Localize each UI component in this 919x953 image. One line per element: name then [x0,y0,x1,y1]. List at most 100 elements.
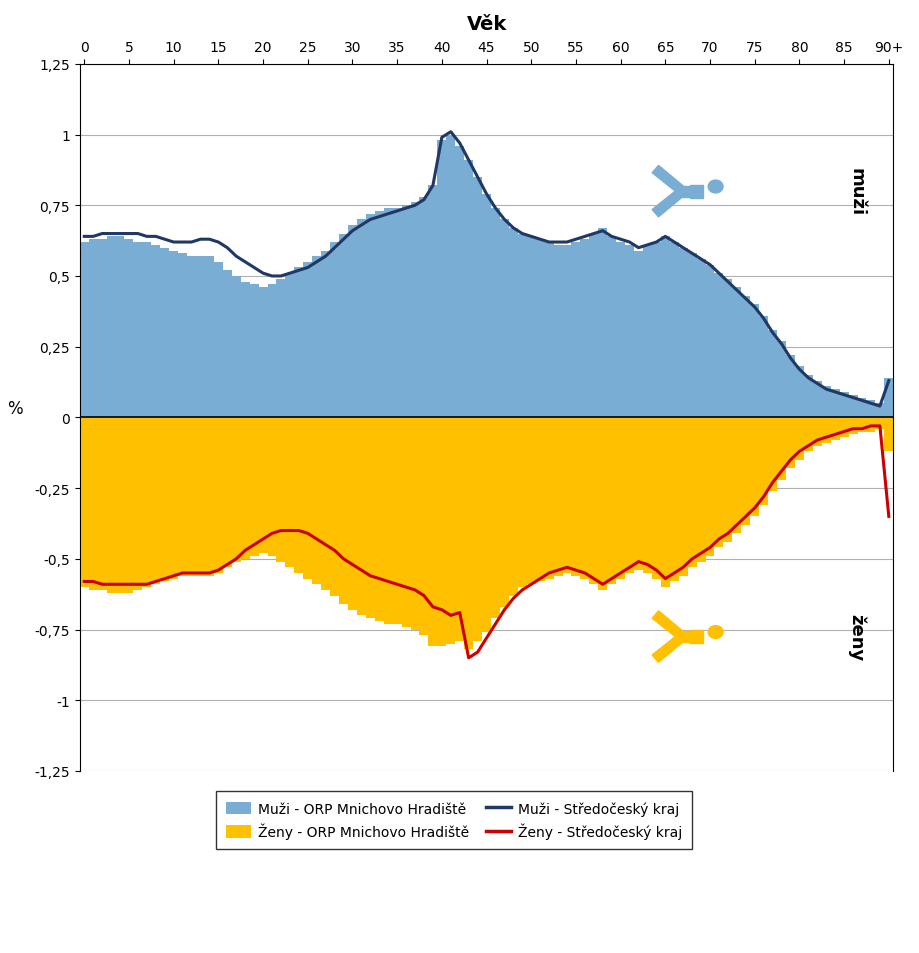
Bar [848,418,857,435]
Bar [187,257,196,418]
Text: muži: muži [847,168,866,216]
Bar [357,418,366,616]
Bar [562,418,572,574]
Bar [536,240,545,418]
Bar [562,246,572,418]
Bar [670,243,679,418]
Bar [867,401,876,418]
Bar [402,418,411,627]
Bar [509,418,517,596]
Bar [848,395,857,418]
Bar [812,381,822,418]
Bar [581,418,589,579]
Legend: Muži - ORP Mnichovo Hradiště, Ženy - ORP Mnichovo Hradiště, Muži - Středočeský k: Muži - ORP Mnichovo Hradiště, Ženy - ORP… [216,792,692,849]
Bar [831,390,840,418]
Bar [124,240,133,418]
Bar [214,262,222,418]
Bar [258,288,267,418]
Bar [169,252,178,418]
Bar [804,375,812,418]
Bar [598,229,607,418]
Bar [589,418,598,584]
Bar [222,271,232,418]
Bar [428,186,437,418]
Bar [267,418,277,557]
Bar [742,296,750,418]
Bar [277,279,286,418]
Bar [250,285,258,418]
Bar [750,305,759,418]
Polygon shape [677,187,692,197]
Bar [89,418,97,590]
Bar [491,418,500,618]
Bar [196,257,205,418]
Bar [384,418,392,624]
Bar [876,418,884,429]
Bar [419,418,428,636]
Bar [509,229,517,418]
Bar [411,418,419,630]
Bar [732,288,742,418]
Bar [455,147,464,418]
Bar [706,265,714,418]
Bar [321,252,330,418]
Bar [607,237,616,418]
Bar [294,268,303,418]
Bar [303,262,312,418]
Bar [500,220,509,418]
Bar [679,249,687,418]
Bar [339,234,348,418]
Bar [411,203,419,418]
Bar [536,418,545,582]
Bar [795,418,804,460]
Bar [697,260,706,418]
Bar [142,243,152,418]
Bar [241,418,250,559]
Bar [876,404,884,418]
Bar [840,418,848,437]
Bar [572,418,581,577]
Bar [723,418,732,542]
Bar [205,418,214,577]
Bar [187,418,196,577]
Bar [553,418,562,577]
Bar [267,285,277,418]
Bar [625,246,634,418]
Bar [160,249,169,418]
Bar [357,220,366,418]
Bar [464,418,473,650]
Bar [732,418,742,534]
Bar [277,418,286,562]
Bar [777,418,786,480]
Bar [97,418,107,590]
Bar [804,418,812,452]
Polygon shape [652,611,684,639]
Bar [258,418,267,554]
Polygon shape [652,635,684,662]
Bar [777,342,786,418]
Bar [437,418,447,647]
Bar [312,257,321,418]
Bar [312,418,321,584]
Bar [455,418,464,641]
Bar [884,418,893,452]
Bar [447,418,455,644]
Bar [545,418,553,579]
Bar [116,237,124,418]
Bar [205,257,214,418]
Bar [80,243,89,418]
Bar [759,418,768,505]
Bar [107,237,116,418]
Bar [482,418,491,633]
Polygon shape [652,166,684,193]
Bar [643,418,652,574]
Bar [375,212,384,418]
Bar [795,367,804,418]
Bar [634,252,643,418]
Bar [768,418,777,492]
Bar [384,209,392,418]
Bar [464,161,473,418]
Bar [419,197,428,418]
Bar [616,418,625,579]
Circle shape [709,181,723,193]
